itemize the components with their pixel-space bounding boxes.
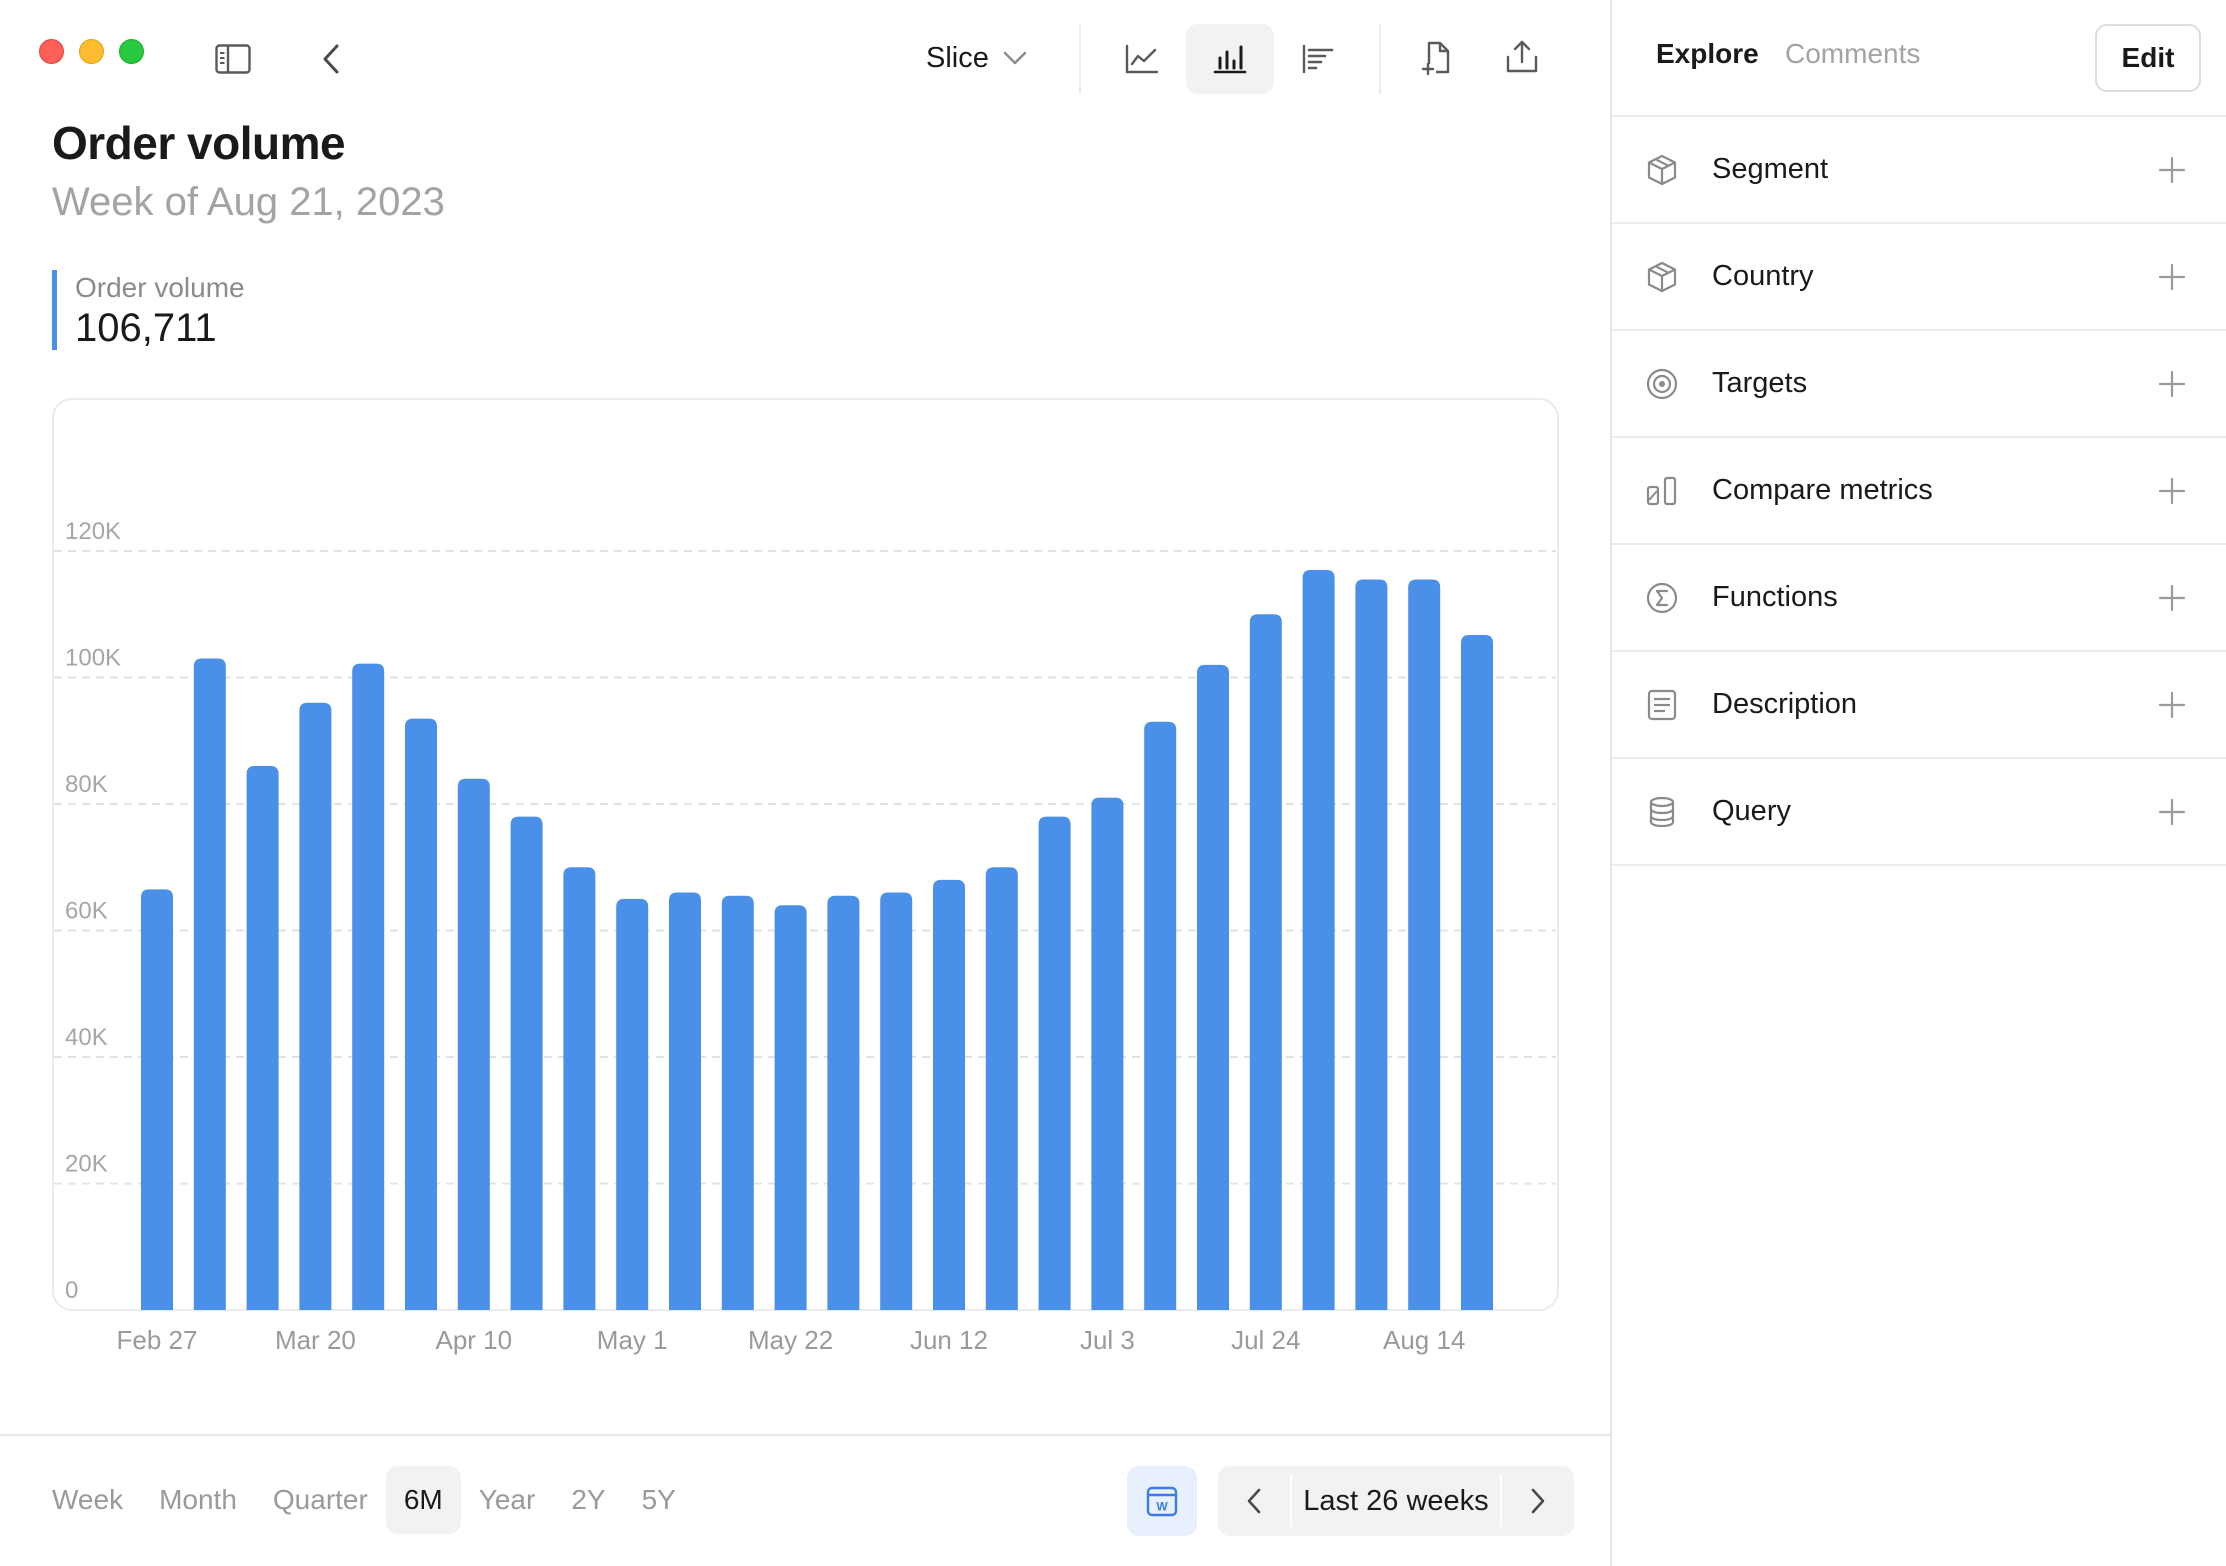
sidebar-item-label: Country: [1712, 260, 1814, 293]
chart-bar[interactable]: [1303, 570, 1335, 1310]
chart-bar[interactable]: [669, 893, 701, 1310]
sidebar-item-targets[interactable]: Targets: [1612, 331, 2226, 438]
chart-bar[interactable]: [1461, 635, 1493, 1310]
sidebar-item-compare-metrics[interactable]: Compare metrics: [1612, 438, 2226, 545]
y-tick-label: 100K: [65, 645, 121, 672]
x-tick-label: Apr 10: [435, 1325, 512, 1355]
sidebar-item-description[interactable]: Description: [1612, 652, 2226, 759]
x-tick-label: May 1: [597, 1325, 668, 1355]
calendar-week-icon: W: [1146, 1485, 1178, 1517]
y-tick-label: 20K: [65, 1151, 108, 1178]
chart-bar[interactable]: [563, 867, 595, 1310]
plus-icon[interactable]: [2157, 797, 2187, 827]
database-icon: [1645, 795, 1679, 829]
plus-icon[interactable]: [2157, 369, 2187, 399]
target-icon: [1645, 367, 1679, 401]
range-option-year[interactable]: Year: [461, 1466, 554, 1534]
chart-bar[interactable]: [986, 867, 1018, 1310]
sidebar-item-label: Query: [1712, 795, 1791, 828]
sigma-icon: [1645, 581, 1679, 615]
x-tick-label: Mar 20: [275, 1325, 356, 1355]
sidebar-item-query[interactable]: Query: [1612, 759, 2226, 866]
y-tick-label: 120K: [65, 518, 121, 545]
main-panel: Slice: [0, 0, 1610, 1566]
chart-bar[interactable]: [616, 899, 648, 1310]
previous-period-button[interactable]: [1218, 1466, 1290, 1536]
sidebar-item-label: Description: [1712, 688, 1857, 721]
chart-bar[interactable]: [1250, 614, 1282, 1310]
x-tick-label: Jun 12: [910, 1325, 988, 1355]
document-icon: [1645, 688, 1679, 722]
plus-icon[interactable]: [2157, 262, 2187, 292]
svg-text:W: W: [1156, 1500, 1168, 1514]
plus-icon[interactable]: [2157, 476, 2187, 506]
range-option-week[interactable]: Week: [34, 1466, 141, 1534]
cube-icon: [1645, 260, 1679, 294]
chart-bar[interactable]: [1197, 665, 1229, 1310]
sidebar-item-country[interactable]: Country: [1612, 224, 2226, 331]
edit-button[interactable]: Edit: [2095, 24, 2201, 92]
x-tick-label: Aug 14: [1383, 1325, 1465, 1355]
chart-bar[interactable]: [247, 766, 279, 1310]
range-option-6m[interactable]: 6M: [386, 1466, 461, 1534]
x-tick-label: Jul 3: [1080, 1325, 1135, 1355]
period-label[interactable]: Last 26 weeks: [1292, 1485, 1500, 1518]
chart-bar[interactable]: [511, 817, 543, 1310]
chevron-left-icon: [1245, 1487, 1263, 1515]
chart-bar[interactable]: [722, 896, 754, 1310]
chart-bar[interactable]: [1408, 579, 1440, 1310]
sidebar-item-segment[interactable]: Segment: [1612, 117, 2226, 224]
x-tick-label: May 22: [748, 1325, 833, 1355]
tab-comments[interactable]: Comments: [1785, 38, 1920, 70]
chart-bar[interactable]: [933, 880, 965, 1310]
chevron-right-icon: [1529, 1487, 1547, 1515]
chart-bar[interactable]: [1039, 817, 1071, 1310]
sidebar-item-label: Functions: [1712, 581, 1838, 614]
chart-bar[interactable]: [775, 905, 807, 1310]
chart-bar[interactable]: [1144, 722, 1176, 1310]
plus-icon[interactable]: [2157, 583, 2187, 613]
calendar-week-button[interactable]: W: [1127, 1466, 1197, 1536]
tab-explore[interactable]: Explore: [1656, 38, 1759, 70]
chart-bar[interactable]: [352, 664, 384, 1310]
range-option-2y[interactable]: 2Y: [553, 1466, 623, 1534]
explore-sidebar: Explore Comments Edit Segment Country Targ…: [1612, 0, 2226, 1566]
chart-bar[interactable]: [405, 719, 437, 1310]
chart-bar[interactable]: [880, 893, 912, 1310]
y-tick-label: 0: [65, 1277, 78, 1304]
next-period-button[interactable]: [1502, 1466, 1574, 1536]
sidebar-item-label: Targets: [1712, 367, 1807, 400]
y-tick-label: 40K: [65, 1024, 108, 1051]
chart-bar[interactable]: [827, 896, 859, 1310]
plus-icon[interactable]: [2157, 690, 2187, 720]
cube-icon: [1645, 153, 1679, 187]
bar-chart: 0 20K 40K 60K 80K 100K 120K Feb 27 Mar 20 Apr 10 M…: [0, 0, 1610, 1400]
chart-bar[interactable]: [194, 659, 226, 1310]
sidebar-item-functions[interactable]: Functions: [1612, 545, 2226, 652]
chart-bar[interactable]: [458, 779, 490, 1310]
range-option-5y[interactable]: 5Y: [624, 1466, 694, 1534]
chart-bar[interactable]: [299, 703, 331, 1310]
y-tick-label: 80K: [65, 771, 108, 798]
range-option-month[interactable]: Month: [141, 1466, 255, 1534]
y-tick-label: 60K: [65, 898, 108, 925]
chart-bar[interactable]: [1355, 579, 1387, 1310]
period-navigator: Last 26 weeks: [1218, 1466, 1574, 1536]
plus-icon[interactable]: [2157, 155, 2187, 185]
compare-icon: [1645, 474, 1679, 508]
chart-bar[interactable]: [141, 889, 173, 1310]
footer-divider: [0, 1434, 1610, 1436]
x-tick-label: Jul 24: [1231, 1325, 1300, 1355]
x-tick-label: Feb 27: [117, 1325, 198, 1355]
sidebar-item-label: Segment: [1712, 153, 1828, 186]
sidebar-item-label: Compare metrics: [1712, 474, 1933, 507]
chart-bar[interactable]: [1091, 798, 1123, 1310]
range-option-quarter[interactable]: Quarter: [255, 1466, 386, 1534]
time-range-selector: Week Month Quarter 6M Year 2Y 5Y: [34, 1466, 694, 1534]
